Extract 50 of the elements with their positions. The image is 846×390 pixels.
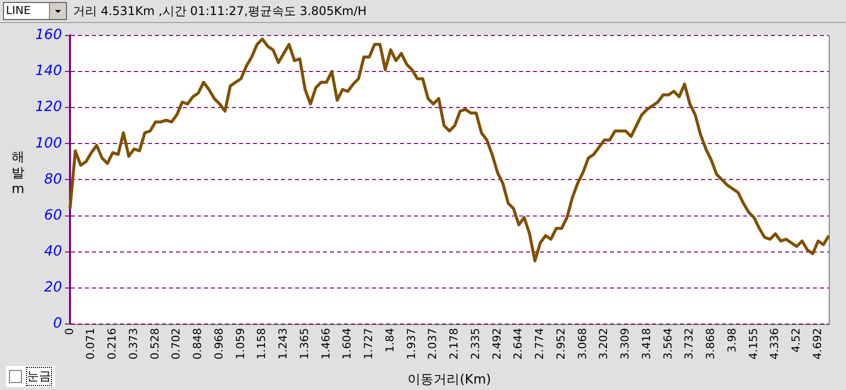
y-tick-label: 20 [44,280,62,296]
x-tick-label: 0 [62,328,76,335]
x-tick-label: 0.071 [84,328,98,360]
x-tick-label: 1.604 [340,328,354,360]
text: 눈금 [26,367,52,386]
y-tick-label: 60 [44,207,62,224]
x-tick-label: 3.068 [576,328,589,360]
x-tick-label: 3.868 [704,328,718,360]
x-tick-label: 4.155 [746,328,760,360]
x-tick-label: 4.52 [790,328,803,352]
x-tick-label: 4.692 [810,328,824,360]
x-tick-label: 2.335 [468,328,482,360]
x-tick-label: 3.564 [661,328,674,360]
x-tick-label: 1.84 [383,328,396,352]
y-tick-label: 0 [53,316,62,332]
x-tick-label: 2.644 [512,328,525,360]
x-tick-label: 0.848 [191,328,204,360]
y-tick-label: 80 [44,171,62,188]
x-tick-label: 2.952 [554,328,568,360]
x-tick-label: 1.365 [298,328,311,360]
y-tick-label: 100 [35,135,62,152]
y-tick-label: 140 [35,63,62,80]
x-tick-label: 3.202 [597,328,610,360]
x-tick-label: 0.702 [170,328,183,360]
text: LINE [5,4,31,17]
x-tick-label: 2.178 [448,328,461,360]
x-tick-label: 0.216 [106,328,119,360]
y-axis-title: 해발 m [10,150,26,198]
y-tick-label: 40 [44,243,62,260]
x-tick-label: 2.774 [533,328,546,360]
x-tick-label: 1.158 [255,328,268,360]
x-tick-label: 3.309 [618,328,632,360]
x-tick-label: 3.98 [725,328,738,352]
y-tick-label: 160 [35,27,62,44]
x-tick-label: 4.336 [768,328,782,360]
x-axis-title: 이동거리(Km) [408,372,492,388]
chart-title: 거리 4.531Km ,시간 01:11:27,평균속도 3.805Km/H [73,2,367,20]
x-tick-label: 1.466 [319,328,332,360]
x-tick-label: 1.937 [404,328,418,360]
x-tick-label: 1.727 [362,328,376,360]
x-tick-label: 3.418 [640,328,653,360]
x-tick-label: 2.492 [490,328,504,360]
x-tick-label: 2.037 [426,328,440,360]
x-tick-label: 1.059 [234,328,247,360]
x-tick-label: 0.528 [148,328,162,360]
x-tick-label: 1.243 [276,328,290,360]
x-tick-label: 3.732 [682,328,696,360]
x-tick-label: 0.968 [212,328,226,360]
x-tick-label: 0.373 [126,328,140,360]
y-tick-label: 120 [35,99,62,116]
